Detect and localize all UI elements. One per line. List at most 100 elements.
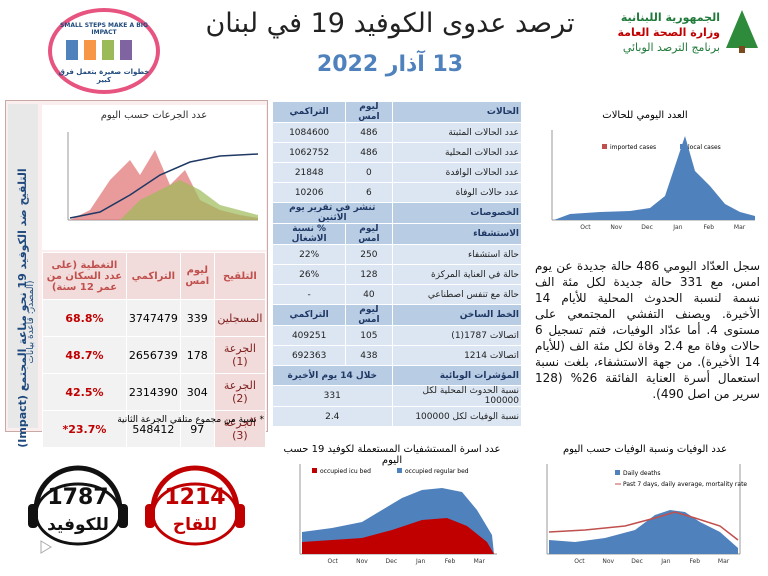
table-row: نسبة الحدوث المحلية لكل 100000 331 xyxy=(272,385,523,407)
table-cell: 2314390 xyxy=(125,373,181,411)
table-cell: نسبة الوفيات لكل 100000 xyxy=(391,406,523,427)
table-cell: عدد الحالات المثبتة xyxy=(391,122,523,143)
table-cell: التغطية (على عدد السكان من عمر 12 سنة) xyxy=(42,252,127,300)
table-cell: الحالات xyxy=(391,101,523,123)
table-cell: 486 xyxy=(345,122,393,143)
chart-title: عدد اسرة المستشفيات المستعملة لكوفيد 19 … xyxy=(283,444,501,466)
x-tick-label: Mar xyxy=(718,558,730,565)
daily-cases-chart: imported cases local cases Oct Nov Dec Jan F… xyxy=(551,130,755,231)
table-cell: 105 xyxy=(345,325,393,346)
table-cell: 692363 xyxy=(271,345,347,366)
table-row: الخصوصات تنشر في تقرير يوم الاثنين xyxy=(272,202,523,224)
table-cell: التراكمي xyxy=(271,304,347,326)
source: (المصدر: قاعدة بيانات xyxy=(26,280,36,364)
table-row: الجرعة (3) 97 548412 23.7%* xyxy=(42,410,267,448)
table-row: الجرعة (1) 178 2656739 48.7% xyxy=(42,336,267,374)
table-row: حالة استشفاء 250 22% xyxy=(271,244,523,265)
x-tick-label: Mar xyxy=(734,224,746,231)
x-tick-label: Jan xyxy=(660,558,670,565)
x-tick-label: Nov xyxy=(610,224,622,231)
table-row: الاستشفاء ليوم امس% نسبة الاشغال xyxy=(271,223,523,245)
table-cell: % نسبة الاشغال xyxy=(271,223,347,245)
table-cell: 304 xyxy=(179,373,215,411)
table-row: المؤشرات الوبائية خلال 14 يوم الأخيرة xyxy=(272,365,523,386)
table-cell: 68.8% xyxy=(42,299,127,337)
table-row: عدد الحالات المحلية 486 1062752 xyxy=(271,142,523,163)
hotline-number: 1214 xyxy=(164,485,225,510)
table-row: اتصالات 1214 438 692363 xyxy=(271,345,523,366)
table-cell: 2.4 xyxy=(272,406,393,427)
x-tick-label: Feb xyxy=(689,558,700,565)
legend-label: Past 7 days, daily average, mortality ra… xyxy=(623,481,747,488)
table-cell: 409251 xyxy=(271,325,347,346)
table-cell: 1062752 xyxy=(271,142,347,163)
campaign-art xyxy=(66,40,132,60)
legend-label: imported cases xyxy=(610,144,656,151)
x-tick-label: Oct xyxy=(327,558,338,565)
hotline-number: 1787 xyxy=(47,485,108,510)
chart-title: عدد الوفيات ونسبة الوفيات حسب اليوم xyxy=(562,444,728,455)
x-tick-label: Mar xyxy=(474,558,486,565)
table-cell: ليوم امس xyxy=(345,223,393,245)
table-cell: 339 xyxy=(179,299,215,337)
table-cell: 42.5% xyxy=(42,373,127,411)
table-row: الخط الساخن ليوم امس التراكمي xyxy=(271,304,523,326)
table-cell: 26% xyxy=(271,264,347,285)
x-tick-label: Dec xyxy=(386,558,398,565)
table-cell: المؤشرات الوبائية xyxy=(391,365,523,386)
table-cell: 2656739 xyxy=(125,336,181,374)
x-tick-label: Feb xyxy=(703,224,714,231)
table-cell: ليوم امس xyxy=(179,252,215,300)
table-row: التلقيح ليوم امس التراكمي التغطية (على عدد … xyxy=(42,252,267,300)
x-tick-label: Nov xyxy=(356,558,368,565)
table-cell: 3747479 xyxy=(125,299,181,337)
hotlines: 1787 للكوفيد 1214 للقاح xyxy=(28,465,245,546)
hotline-label: للقاح xyxy=(173,515,217,535)
legend-label: occupied regular bed xyxy=(405,468,469,475)
table-cell: عدد الحالات الوافدة xyxy=(391,162,523,183)
table-cell: حالة مع تنفس اصطناعي xyxy=(391,284,523,305)
summary: سجل العدّاد اليومي 486 حالة جديدة عن يوم… xyxy=(535,259,761,401)
table-row: الجرعة (2) 304 2314390 42.5% xyxy=(42,373,267,411)
table-row: الحالات ليوم امس التراكمي xyxy=(271,101,523,123)
table-cell: 178 xyxy=(179,336,215,374)
table-row: عدد الحالات المثبتة 486 1084600 xyxy=(271,122,523,143)
table-cell: اتصالات 1787(1) xyxy=(391,325,523,346)
table-cell: 23.7%* xyxy=(42,410,127,448)
ministry-line: برنامج الترصد الوبائي xyxy=(622,41,720,54)
table-cell: 6 xyxy=(345,182,393,203)
table-cell: ليوم امس xyxy=(345,304,393,326)
table-cell: 21848 xyxy=(271,162,347,183)
x-tick-label: Jan xyxy=(672,224,682,231)
x-tick-label: Oct xyxy=(580,224,591,231)
doses-chart xyxy=(67,132,259,221)
campaign-en: SMALL STEPS MAKE A BIG IMPACT xyxy=(60,22,148,36)
x-tick-label: Jan xyxy=(415,558,425,565)
chart-title: عدد الجرعات حسب اليوم xyxy=(100,110,208,121)
legend-label: local cases xyxy=(688,144,721,151)
table-cell: - xyxy=(271,284,347,305)
campaign-logo: SMALL STEPS MAKE A BIG IMPACT خطوات صغير… xyxy=(48,8,160,94)
table-cell: التلقيح xyxy=(213,252,267,300)
table-cell: الخصوصات xyxy=(391,202,523,224)
vaccination-table: التلقيح ليوم امس التراكمي التغطية (على عدد … xyxy=(42,252,267,448)
x-tick-label: Dec xyxy=(641,224,653,231)
side-strip xyxy=(8,104,38,428)
table-cell: 548412 xyxy=(125,410,181,448)
title: ترصد عدوى الكوفيد 19 في لبنان xyxy=(205,8,575,39)
x-tick-label: Oct xyxy=(574,558,585,565)
table-cell: 438 xyxy=(345,345,393,366)
table-cell: الخط الساخن xyxy=(391,304,523,326)
x-tick-label: Feb xyxy=(445,558,456,565)
table-cell: الجرعة (2) xyxy=(213,373,267,411)
x-tick-label: Nov xyxy=(602,558,614,565)
ministry-line: الجمهورية اللبنانية xyxy=(620,11,720,24)
table-cell: الاستشفاء xyxy=(391,223,523,245)
table-row: عدد حالات الوفاة 6 10206 xyxy=(271,182,523,203)
footnote: * نسبة من مجموع متلقي الجرعة الثانية xyxy=(117,415,264,425)
table-cell: التراكمي xyxy=(271,101,347,123)
table-cell: تنشر في تقرير يوم الاثنين xyxy=(272,202,393,224)
table-cell: 40 xyxy=(345,284,393,305)
table-row: حالة في العناية المركزة 128 26% xyxy=(271,264,523,285)
